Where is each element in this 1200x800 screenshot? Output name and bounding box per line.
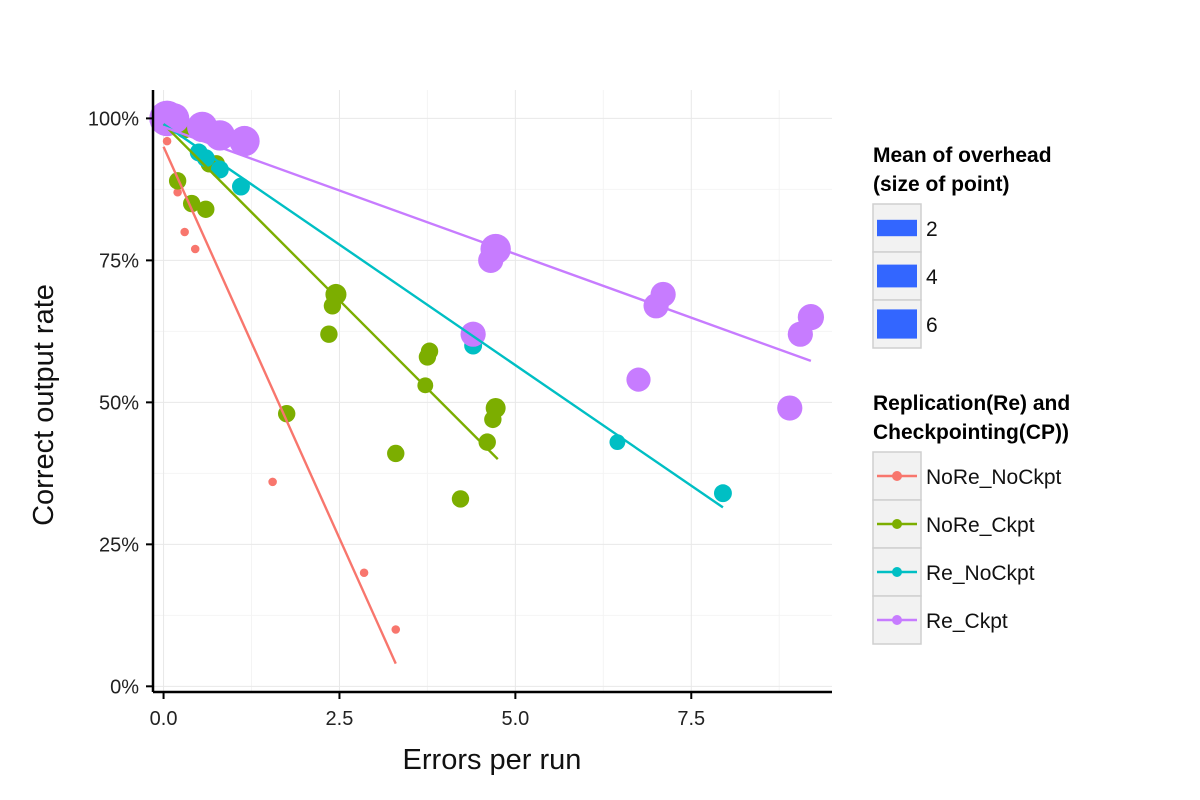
data-point-Re_Ckpt [480, 233, 511, 265]
size-legend-key-swatch [877, 309, 917, 339]
size-legend-label: 6 [926, 314, 938, 337]
data-point-NoRe_NoCkpt [190, 244, 200, 254]
data-point-NoRe_NoCkpt [162, 136, 172, 146]
color-legend-key-dot [892, 519, 902, 529]
data-point-Re_Ckpt [626, 367, 651, 392]
y-tick-label: 0% [110, 676, 139, 698]
x-tick-label: 0.0 [150, 708, 178, 730]
y-tick-label: 100% [88, 108, 139, 130]
color-legend-key-dot [892, 567, 902, 577]
size-legend-label: 4 [926, 266, 938, 289]
data-point-NoRe_Ckpt [451, 490, 470, 508]
y-axis-ticks: 0% 25% 50% 75% 100% [88, 108, 153, 698]
color-legend-key-dot [892, 615, 902, 625]
x-axis-title: Errors per run [403, 744, 582, 776]
data-point-Re_Ckpt [229, 125, 260, 157]
y-axis-title: Correct output rate [28, 284, 60, 526]
axes: 0.0 2.5 5.0 7.5 0% 25% 50% 75% 100% [88, 90, 832, 730]
trend-line-NoRe_Ckpt [162, 123, 499, 460]
color-legend-title-line-2: Checkpointing(CP)) [873, 421, 1069, 444]
grid-lines [153, 90, 832, 692]
size-legend-key-swatch [877, 219, 917, 237]
data-points [149, 100, 825, 634]
data-point-NoRe_NoCkpt [268, 477, 277, 487]
data-point-Re_Ckpt [797, 304, 825, 331]
size-legend-keys: 2 4 6 [872, 203, 938, 349]
data-point-Re_NoCkpt [713, 484, 732, 503]
trend-line-Re_NoCkpt [162, 123, 724, 509]
color-legend: Replication(Re) and Checkpointing(CP)) N… [872, 392, 1070, 645]
data-point-Re_Ckpt [158, 103, 190, 134]
data-point-Re_Ckpt [777, 395, 803, 421]
data-point-NoRe_Ckpt [478, 433, 496, 451]
x-tick-label: 7.5 [677, 708, 705, 730]
data-point-Re_NoCkpt [231, 177, 250, 196]
color-legend-label: Re_NoCkpt [926, 562, 1035, 585]
size-legend-title-line-2: (size of point) [873, 173, 1009, 196]
data-point-NoRe_Ckpt [197, 200, 215, 218]
data-point-NoRe_Ckpt [320, 325, 338, 343]
color-legend-label: NoRe_NoCkpt [926, 466, 1062, 489]
x-tick-label: 2.5 [326, 708, 354, 730]
data-point-NoRe_NoCkpt [391, 625, 401, 634]
color-legend-keys: NoRe_NoCkpt NoRe_Ckpt Re_NoCkpt Re_Ckpt [872, 451, 1062, 645]
data-point-NoRe_Ckpt [420, 342, 439, 360]
x-tick-label: 5.0 [501, 708, 529, 730]
color-legend-label: NoRe_Ckpt [926, 514, 1035, 537]
size-legend-label: 2 [926, 218, 938, 241]
size-legend-title-line-1: Mean of overhead [873, 144, 1052, 167]
data-point-NoRe_Ckpt [485, 398, 506, 419]
color-legend-key-dot [892, 471, 902, 481]
data-point-NoRe_NoCkpt [173, 187, 182, 197]
plot-panel [149, 90, 832, 692]
data-point-NoRe_Ckpt [387, 444, 405, 463]
data-point-NoRe_Ckpt [325, 283, 347, 305]
data-point-NoRe_NoCkpt [359, 568, 369, 578]
color-legend-label: Re_Ckpt [926, 610, 1008, 633]
y-tick-label: 75% [99, 250, 139, 272]
color-legend-title-line-1: Replication(Re) and [873, 392, 1070, 415]
data-point-Re_Ckpt [204, 120, 236, 151]
data-point-Re_NoCkpt [609, 434, 626, 451]
size-legend-key-swatch [877, 264, 917, 288]
y-tick-label: 25% [99, 534, 139, 556]
x-axis-ticks: 0.0 2.5 5.0 7.5 [150, 692, 705, 730]
data-point-NoRe_NoCkpt [180, 227, 189, 237]
y-tick-label: 50% [99, 392, 139, 414]
trend-lines [162, 123, 812, 665]
trend-line-NoRe_NoCkpt [162, 146, 397, 665]
size-legend: Mean of overhead (size of point) 2 4 6 [872, 144, 1052, 349]
data-point-Re_Ckpt [650, 281, 676, 308]
trend-line-Re_Ckpt [163, 125, 812, 363]
